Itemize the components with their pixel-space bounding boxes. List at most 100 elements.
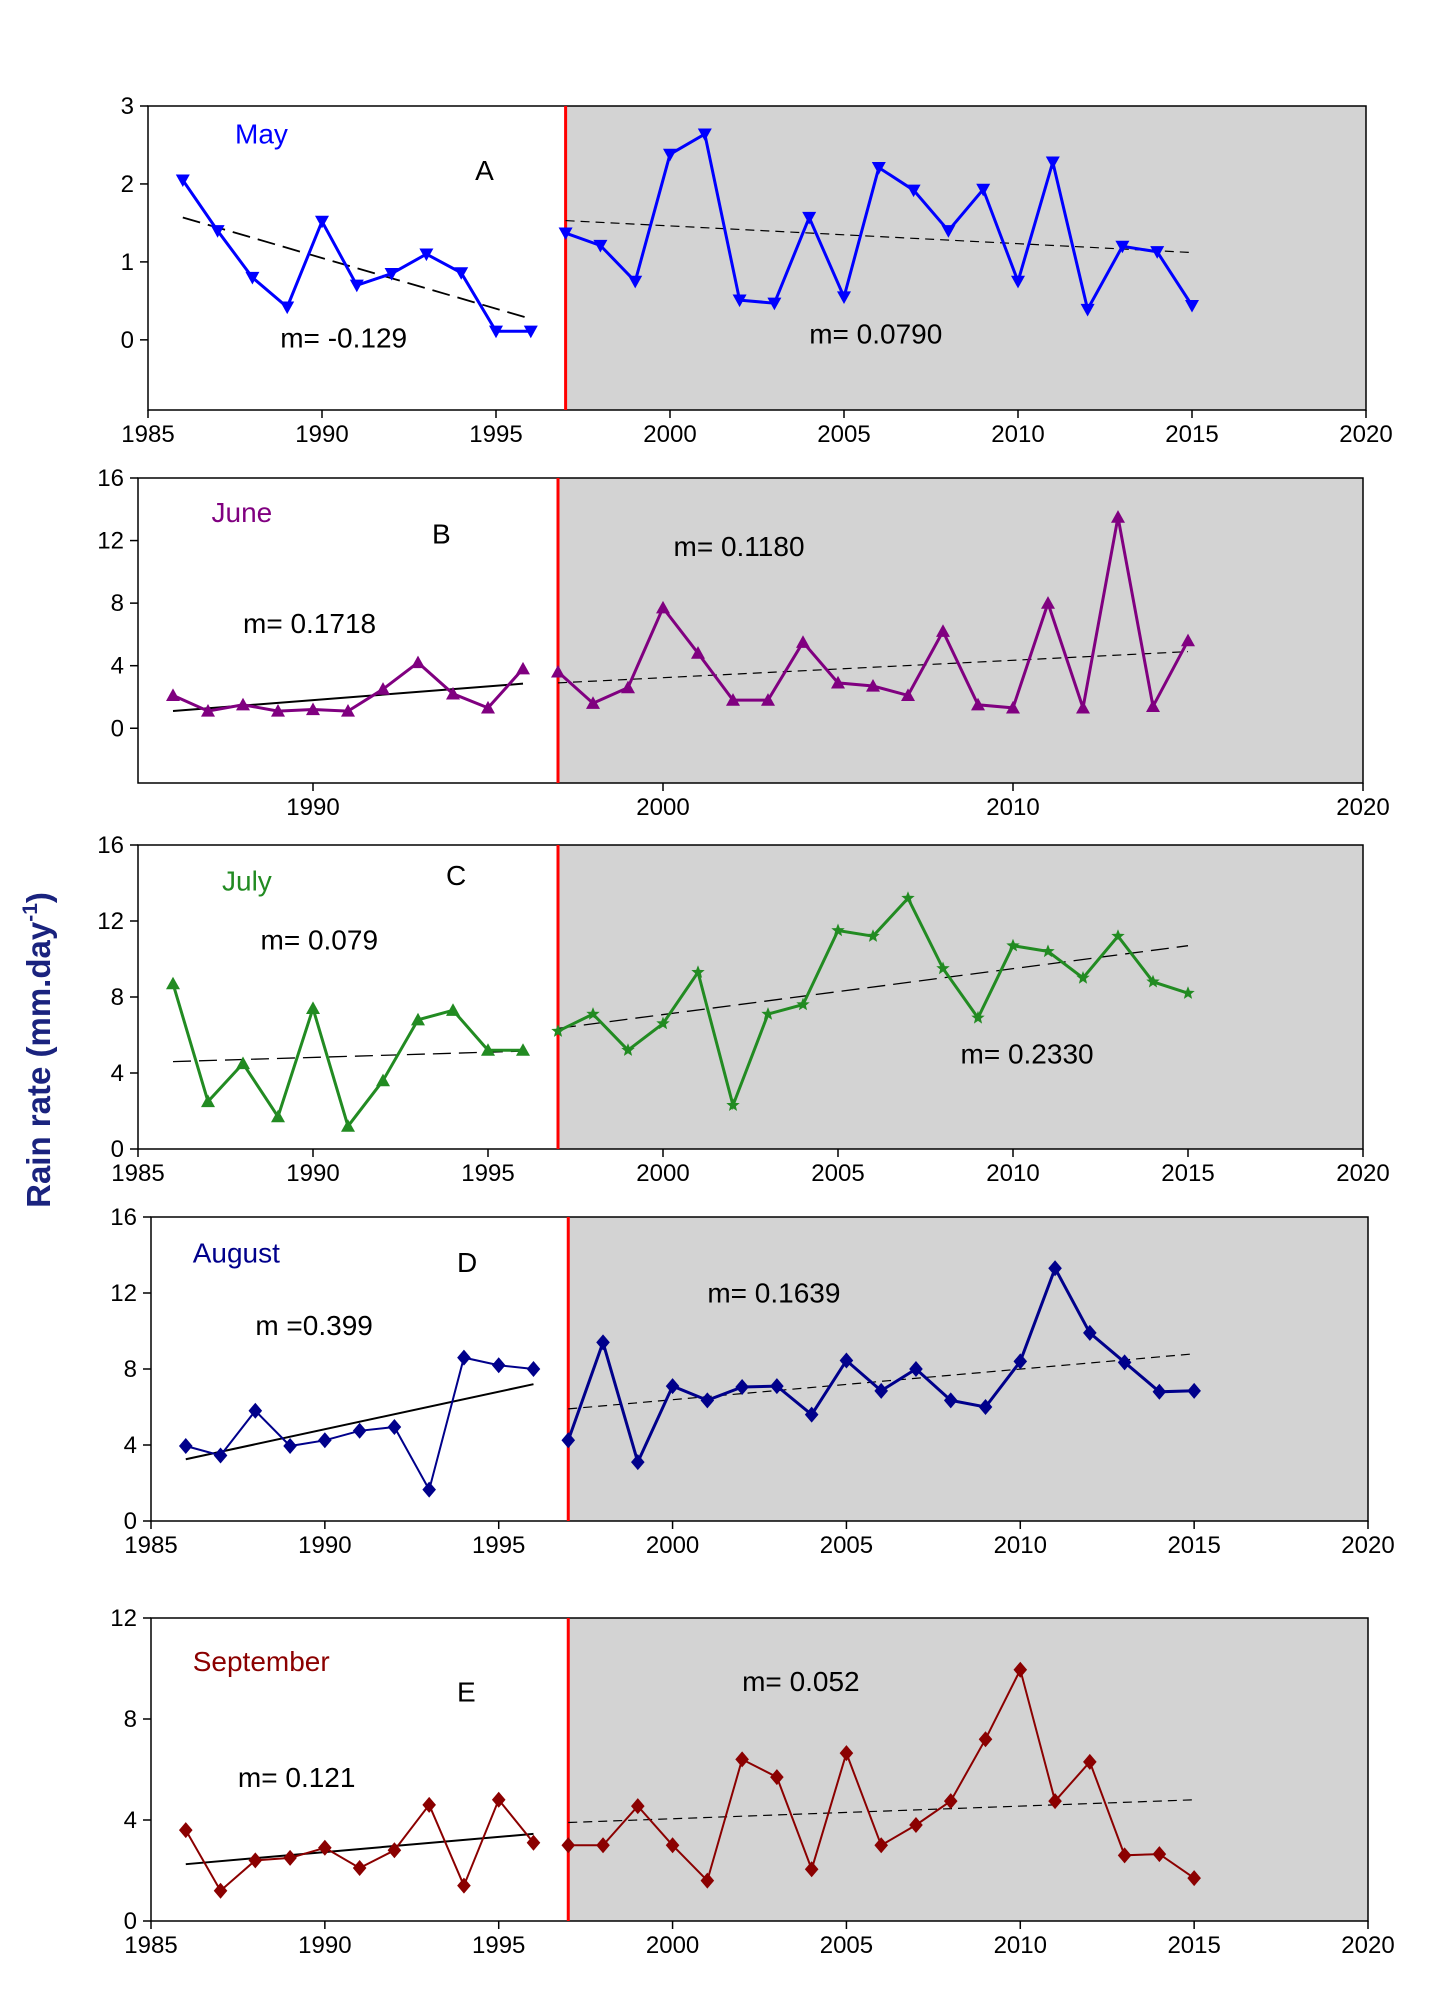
x-tick-label: 2010 [986,794,1039,821]
y-tick-label: 8 [111,984,124,1011]
data-point [871,161,886,175]
data-point [1041,596,1055,609]
data-point [454,267,469,280]
x-tick-label: 2010 [986,1160,1039,1187]
data-point [349,279,364,293]
panel-letter: E [457,1676,476,1707]
panel-letter: B [432,519,451,550]
x-tick-label: 2020 [1336,1160,1389,1187]
x-tick-label: 2015 [1161,1160,1214,1187]
data-point [387,1418,402,1435]
series-late [558,128,1199,317]
data-point [700,1392,715,1409]
x-tick-label: 2020 [1336,794,1389,821]
x-tick-label: 2000 [643,421,696,448]
series-early [166,655,530,717]
data-point [726,1098,740,1111]
series-early [178,1349,541,1498]
data-point [663,148,677,162]
data-point [201,704,215,717]
x-tick-label: 2010 [994,1532,1047,1559]
data-point [1083,1753,1097,1770]
y-tick-label: 12 [97,908,124,935]
data-point [166,688,180,702]
data-point [796,997,810,1011]
data-point [837,291,851,304]
series-late [561,1661,1201,1889]
data-point [901,688,915,702]
month-label: August [193,1238,280,1269]
data-point [526,1361,541,1377]
y-tick-label: 12 [110,1280,137,1307]
data-point [213,1447,228,1464]
data-point [621,1043,635,1056]
x-tick-label: 2000 [646,1532,699,1559]
x-tick-label: 2005 [811,1160,864,1187]
panel-a: 0 1 2 3 1985 1990 1995 2000 2005 2010 2015 2020 May A… [121,93,1393,448]
data-point [628,275,643,289]
data-point [941,225,956,238]
y-tick-label: 0 [121,327,134,354]
data-point [178,1822,193,1839]
data-point [1187,1870,1201,1887]
series-line [184,1797,535,1893]
data-point [726,693,740,706]
data-point [318,1839,332,1856]
data-point [1117,1354,1132,1371]
slope-label: m= 0.121 [238,1762,356,1793]
data-point [596,1334,610,1351]
y-tick-label: 0 [124,1908,137,1935]
data-point [700,1872,715,1889]
series-line [181,179,531,333]
slope-label: m= 0.1639 [707,1278,840,1309]
series-early [166,976,530,1132]
data-point [732,294,747,308]
data-point [656,1016,670,1030]
data-point [457,1877,471,1894]
data-point [280,301,295,315]
data-point [551,1024,565,1037]
data-point [936,961,950,975]
series-late [551,510,1195,714]
data-point [1185,299,1199,313]
data-point [802,211,817,225]
data-point [1187,1382,1201,1399]
data-point [516,661,530,675]
data-point [943,1392,958,1409]
x-tick-label: 2000 [636,1160,689,1187]
data-point [516,1043,530,1056]
x-tick-label: 1985 [124,1532,177,1559]
y-tick-label: 0 [124,1508,137,1535]
data-point [735,1751,749,1768]
trend-line [557,945,1189,1029]
data-point [526,1834,541,1851]
x-tick-label: 2015 [1165,421,1218,448]
series-late [561,1260,1201,1471]
data-point [936,624,950,637]
data-point [839,1745,854,1762]
trend-line [182,216,532,320]
series-early [175,174,538,339]
data-point [481,700,495,714]
slope-label: m= 0.1180 [674,531,805,562]
panel-d: 0 4 8 12 16 1985 1990 1995 2000 2005 2010 2015 2020 A… [110,1204,1394,1559]
data-point [376,682,390,695]
panel-letter: D [457,1247,477,1278]
data-point [422,1796,436,1813]
y-tick-label: 3 [121,93,134,120]
month-label: September [193,1646,330,1677]
slope-label: m= -0.129 [280,323,407,354]
data-point [1006,938,1020,952]
data-point [1111,929,1125,942]
slope-label: m= 0.2330 [961,1039,1094,1070]
x-tick-label: 1990 [286,794,339,821]
data-point [906,184,921,198]
y-axis-title-text: Rain rate (mm.day-1) [19,892,57,1208]
data-point [1083,1324,1097,1341]
y-tick-label: 16 [97,465,124,492]
data-point [770,1769,784,1786]
panel-b: 0 4 8 12 16 1990 2000 2010 2020 June Bm= 0.1718 m= … [97,465,1389,821]
data-point [909,1361,923,1377]
data-point [306,1001,320,1014]
